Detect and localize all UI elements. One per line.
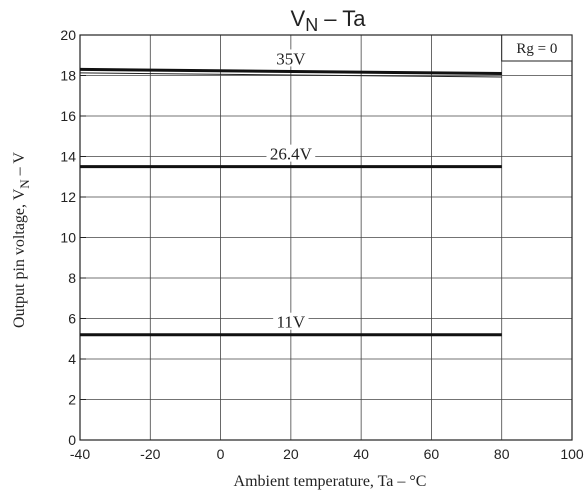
- series-line-35V: [79, 67, 502, 75]
- series-label-bg: [266, 144, 316, 162]
- x-tick-label: 100: [560, 446, 584, 462]
- series-label-bg: [273, 312, 309, 330]
- x-axis-label: Ambient temperature, Ta – °C: [234, 473, 427, 490]
- x-tick-label: 0: [217, 446, 225, 462]
- x-tick-label: 60: [424, 446, 440, 462]
- y-tick-label: 18: [60, 68, 76, 84]
- y-tick-label: 16: [60, 108, 76, 124]
- chart-title: VN – Ta: [291, 6, 367, 35]
- y-axis: 0 2 4 6 8 10 12 14 16 18 20: [60, 27, 86, 448]
- series-label-26.4V: 26.4V: [270, 145, 313, 164]
- annotation-text: Rg = 0: [516, 41, 557, 57]
- y-axis-label: Output pin voltage, VN – V: [11, 152, 32, 328]
- series-label-35V: 35V: [276, 49, 306, 68]
- x-tick-label: -40: [70, 446, 90, 462]
- y-tick-label: 20: [60, 27, 76, 43]
- x-tick-label: 20: [283, 446, 299, 462]
- x-tick-label: 80: [494, 446, 510, 462]
- y-tick-label: 14: [60, 149, 76, 165]
- series-lines: 35V 26.4V 11V: [79, 49, 502, 337]
- y-tick-label: 12: [60, 189, 76, 205]
- x-axis: -40 -20 0 20 40 60 80 100: [70, 446, 584, 462]
- series-line-35V-lower: [79, 72, 502, 78]
- x-tick-label: -20: [140, 446, 160, 462]
- y-tick-label: 10: [60, 230, 76, 246]
- y-tick-label: 2: [68, 392, 76, 408]
- x-tick-label: 40: [353, 446, 369, 462]
- series-label-11V: 11V: [277, 313, 306, 332]
- rg-annotation: Rg = 0: [501, 34, 573, 62]
- series-label-bg: [272, 49, 309, 67]
- y-tick-label: 4: [68, 351, 76, 367]
- y-tick-label: 8: [68, 270, 76, 286]
- y-tick-label: 6: [68, 311, 76, 327]
- grid-lines: [79, 34, 573, 441]
- y-tick-label: 0: [68, 432, 76, 448]
